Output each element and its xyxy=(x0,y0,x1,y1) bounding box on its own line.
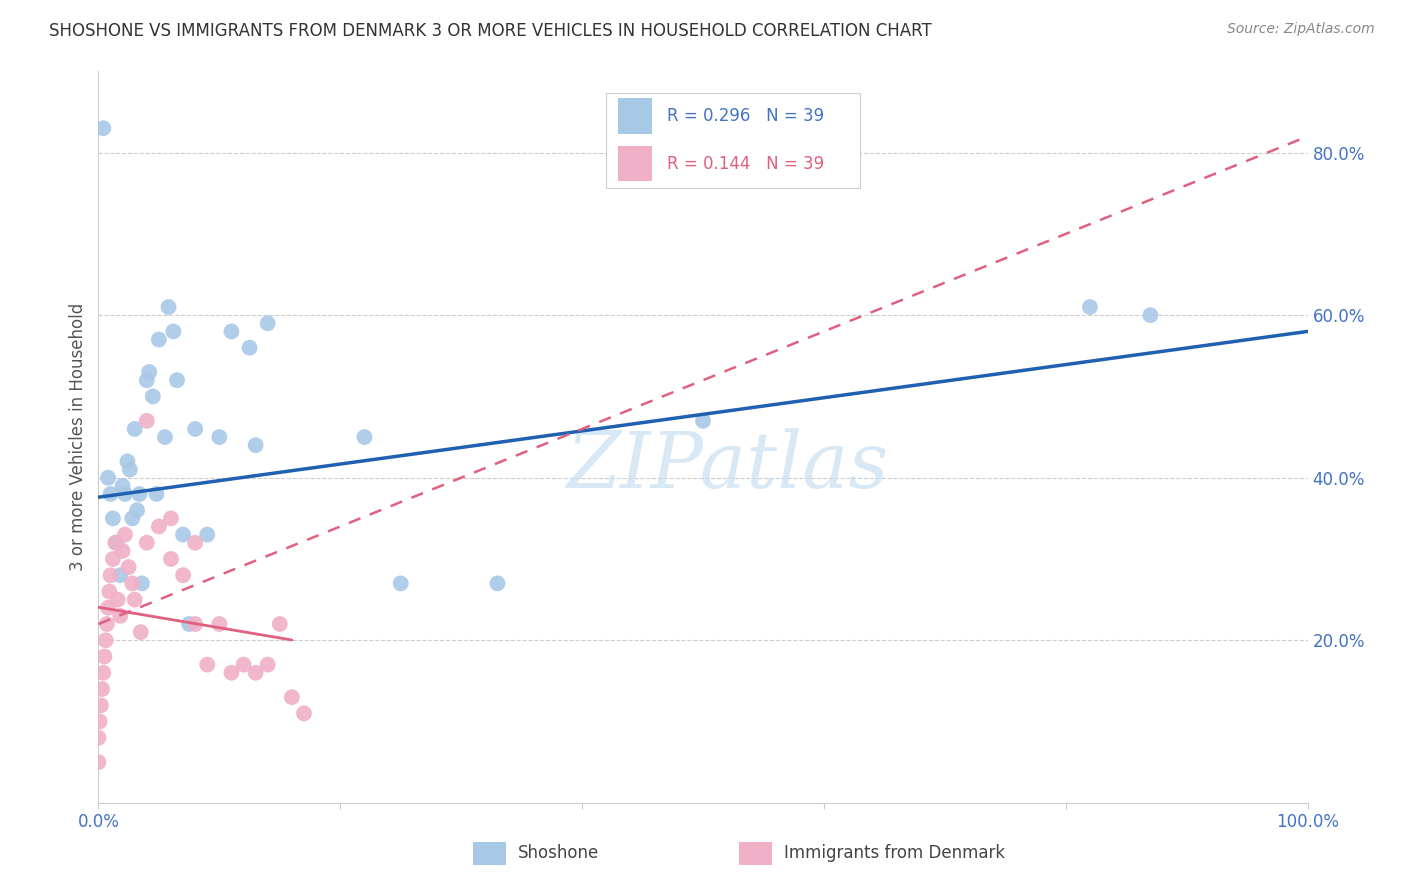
Point xyxy=(269,617,291,632)
Point xyxy=(245,438,267,452)
Point xyxy=(129,625,152,640)
Point xyxy=(1139,308,1161,322)
Text: Source: ZipAtlas.com: Source: ZipAtlas.com xyxy=(1227,22,1375,37)
Point xyxy=(208,430,231,444)
Point xyxy=(232,657,254,672)
Point xyxy=(179,617,201,632)
Point xyxy=(97,471,120,485)
Point xyxy=(97,600,120,615)
Point xyxy=(94,633,117,648)
Point xyxy=(1078,300,1101,314)
Bar xyxy=(740,841,772,865)
Point xyxy=(100,568,122,582)
Point xyxy=(692,414,714,428)
Point xyxy=(160,511,183,525)
Text: Shoshone: Shoshone xyxy=(517,844,599,863)
Point xyxy=(221,665,243,680)
Point xyxy=(118,560,141,574)
Point xyxy=(114,527,136,541)
Point xyxy=(166,373,188,387)
Point xyxy=(91,681,114,696)
Point xyxy=(96,617,118,632)
Point xyxy=(195,657,218,672)
Point xyxy=(172,527,194,541)
Point xyxy=(108,568,131,582)
Point xyxy=(157,300,180,314)
Point xyxy=(208,617,231,632)
Point xyxy=(486,576,509,591)
Point xyxy=(101,552,124,566)
Point xyxy=(195,527,218,541)
Point xyxy=(135,414,157,428)
Point xyxy=(100,487,122,501)
Point xyxy=(153,430,176,444)
Point xyxy=(160,552,183,566)
Point xyxy=(98,584,121,599)
Point xyxy=(111,544,134,558)
Point xyxy=(124,422,146,436)
Point xyxy=(124,592,146,607)
Point xyxy=(105,535,128,549)
Point xyxy=(184,535,207,549)
Point xyxy=(128,487,150,501)
Bar xyxy=(474,841,506,865)
Point xyxy=(91,665,114,680)
Point xyxy=(239,341,262,355)
Point xyxy=(184,617,207,632)
Point xyxy=(118,462,141,476)
Point xyxy=(121,576,143,591)
Y-axis label: 3 or more Vehicles in Household: 3 or more Vehicles in Household xyxy=(69,303,87,571)
Point xyxy=(131,576,153,591)
Point xyxy=(135,535,157,549)
Text: ZIPatlas: ZIPatlas xyxy=(567,428,889,505)
Point xyxy=(145,487,167,501)
Point xyxy=(127,503,149,517)
Point xyxy=(172,568,194,582)
Text: R = 0.144   N = 39: R = 0.144 N = 39 xyxy=(666,154,824,172)
Point xyxy=(108,608,131,623)
Point xyxy=(111,479,134,493)
Point xyxy=(93,649,115,664)
Point xyxy=(245,665,267,680)
Point xyxy=(91,121,114,136)
Point xyxy=(281,690,304,705)
Bar xyxy=(619,98,652,134)
Text: R = 0.296   N = 39: R = 0.296 N = 39 xyxy=(666,107,824,125)
Point xyxy=(148,519,170,533)
Point xyxy=(162,325,184,339)
Point xyxy=(256,316,278,330)
Point xyxy=(107,592,129,607)
Point xyxy=(256,657,278,672)
Point xyxy=(101,511,124,525)
Point xyxy=(138,365,160,379)
Point xyxy=(90,698,112,713)
Point xyxy=(292,706,315,721)
Point xyxy=(389,576,412,591)
Point xyxy=(87,731,110,745)
Bar xyxy=(619,146,652,181)
FancyBboxPatch shape xyxy=(606,94,860,188)
Point xyxy=(184,422,207,436)
Point xyxy=(117,454,139,468)
Point xyxy=(353,430,375,444)
Text: SHOSHONE VS IMMIGRANTS FROM DENMARK 3 OR MORE VEHICLES IN HOUSEHOLD CORRELATION : SHOSHONE VS IMMIGRANTS FROM DENMARK 3 OR… xyxy=(49,22,932,40)
Point xyxy=(114,487,136,501)
Point xyxy=(148,333,170,347)
Point xyxy=(135,373,157,387)
Point xyxy=(104,535,127,549)
Point xyxy=(121,511,143,525)
Point xyxy=(142,389,165,403)
Point xyxy=(221,325,243,339)
Point xyxy=(87,755,110,769)
Point xyxy=(89,714,111,729)
Text: Immigrants from Denmark: Immigrants from Denmark xyxy=(785,844,1005,863)
